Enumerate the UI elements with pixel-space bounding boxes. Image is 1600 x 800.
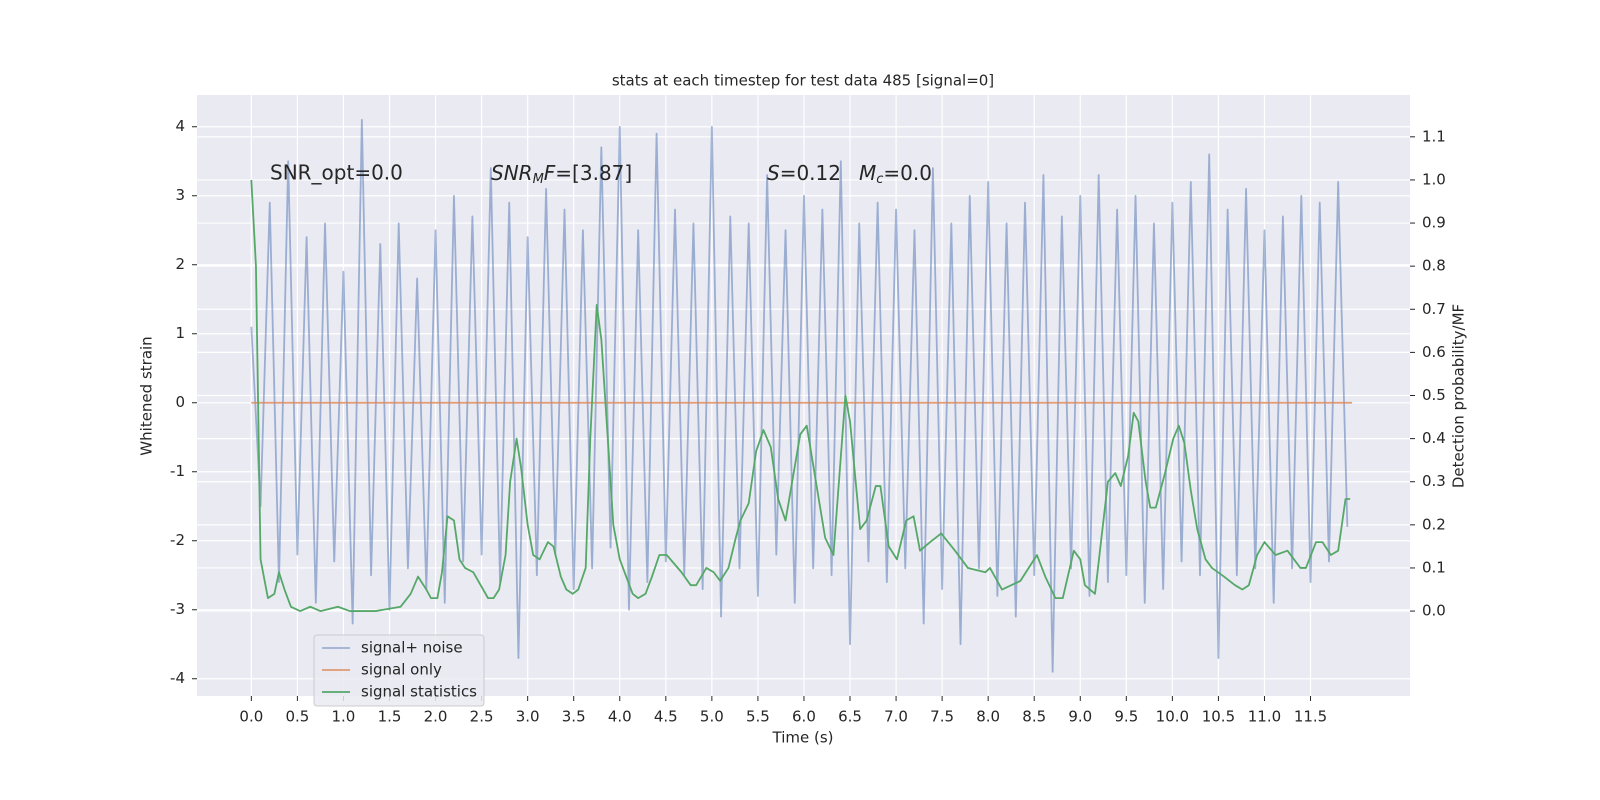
x-tick-label: 6.0	[792, 708, 816, 726]
y-tick-label: 0	[175, 393, 185, 411]
y-axis-label: Whitened strain	[138, 336, 156, 455]
x-tick-label: 3.0	[516, 708, 540, 726]
x-tick-label: 7.0	[884, 708, 908, 726]
y2-tick-label: 0.8	[1422, 257, 1446, 275]
y2-tick-label: 0.4	[1422, 429, 1446, 447]
legend-label: signal+ noise	[361, 639, 463, 657]
x-tick-label: 4.5	[654, 708, 678, 726]
series-line	[250, 179, 1351, 612]
x-tick-label: 10.5	[1202, 708, 1235, 726]
x-axis-label: Time (s)	[772, 729, 834, 747]
annotation-part: F	[544, 161, 556, 185]
y2-tick-label: 0.2	[1422, 515, 1446, 533]
x-tick-label: 2.0	[424, 708, 448, 726]
legend: signal+ noise signal only signal statistic…	[313, 634, 485, 707]
x-tick-label: 6.5	[838, 708, 862, 726]
y2-tick-label: 0.0	[1422, 602, 1446, 620]
x-tick-label: 7.5	[930, 708, 954, 726]
annotation-part: =0.12	[780, 161, 841, 185]
legend-label: signal statistics	[361, 683, 477, 701]
annotation: SNRMF=[3.87]	[491, 161, 632, 187]
x-tick-label: 4.0	[608, 708, 632, 726]
y-tick-label: -2	[170, 531, 185, 549]
legend-label: signal only	[361, 661, 442, 679]
y2-tick-label: 0.9	[1422, 214, 1446, 232]
annotation-part: S	[767, 161, 780, 185]
x-tick-label: 1.5	[378, 708, 402, 726]
y2-tick-label: 1.1	[1422, 127, 1446, 145]
chart-title: stats at each timestep for test data 485…	[612, 72, 994, 90]
y2-tick-label: 1.0	[1422, 170, 1446, 188]
y2-tick-label: 0.7	[1422, 300, 1446, 318]
annotation: S=0.12	[767, 161, 841, 185]
annotation-part: M	[859, 161, 876, 185]
y2-tick-label: 0.3	[1422, 472, 1446, 490]
x-tick-label: 9.5	[1114, 708, 1138, 726]
x-tick-label: 5.5	[746, 708, 770, 726]
y2-tick-label: 0.1	[1422, 558, 1446, 576]
marks	[250, 118, 1352, 673]
annotation-part: SNR	[491, 161, 533, 185]
y-tick-label: -3	[170, 600, 185, 618]
x-tick-label: 0.5	[285, 708, 309, 726]
y-tick-label: 4	[175, 117, 185, 135]
y-tick-label: 1	[175, 324, 185, 342]
annotation-part: =[3.87]	[555, 161, 632, 185]
x-tick-label: 2.5	[470, 708, 494, 726]
x-tick-label: 11.0	[1248, 708, 1281, 726]
axes: 0.0 0.5 1.0 1.5 2.0 2.5 3.0 3.5 4.0 4.5 5.0 5.5 6.0 6…	[170, 117, 1446, 725]
x-tick-label: 0.0	[239, 708, 263, 726]
annotation: SNR_opt=0.0	[270, 161, 403, 185]
x-tick-label: 10.0	[1156, 708, 1189, 726]
x-tick-label: 5.0	[700, 708, 724, 726]
y-tick-label: -1	[170, 462, 185, 480]
series-line	[250, 118, 1349, 673]
y-tick-label: 2	[175, 255, 185, 273]
x-tick-label: 9.0	[1068, 708, 1092, 726]
x-tick-label: 3.5	[562, 708, 586, 726]
y-tick-label: 3	[175, 186, 185, 204]
y2-tick-label: 0.5	[1422, 386, 1446, 404]
legend-box	[313, 634, 485, 707]
x-tick-label: 8.5	[1022, 708, 1046, 726]
x-tick-label: 1.0	[332, 708, 356, 726]
x-tick-label: 11.5	[1294, 708, 1327, 726]
annotation-part: c	[876, 172, 883, 187]
y-tick-label: -4	[170, 669, 185, 687]
annotation-part: =0.0	[883, 161, 932, 185]
x-tick-label: 8.0	[976, 708, 1000, 726]
annotation-part: M	[533, 172, 544, 187]
annotation: Mc=0.0	[859, 161, 932, 187]
y2-tick-label: 0.6	[1422, 343, 1446, 361]
y2-axis-label: Detection probability/MF	[1450, 304, 1468, 488]
